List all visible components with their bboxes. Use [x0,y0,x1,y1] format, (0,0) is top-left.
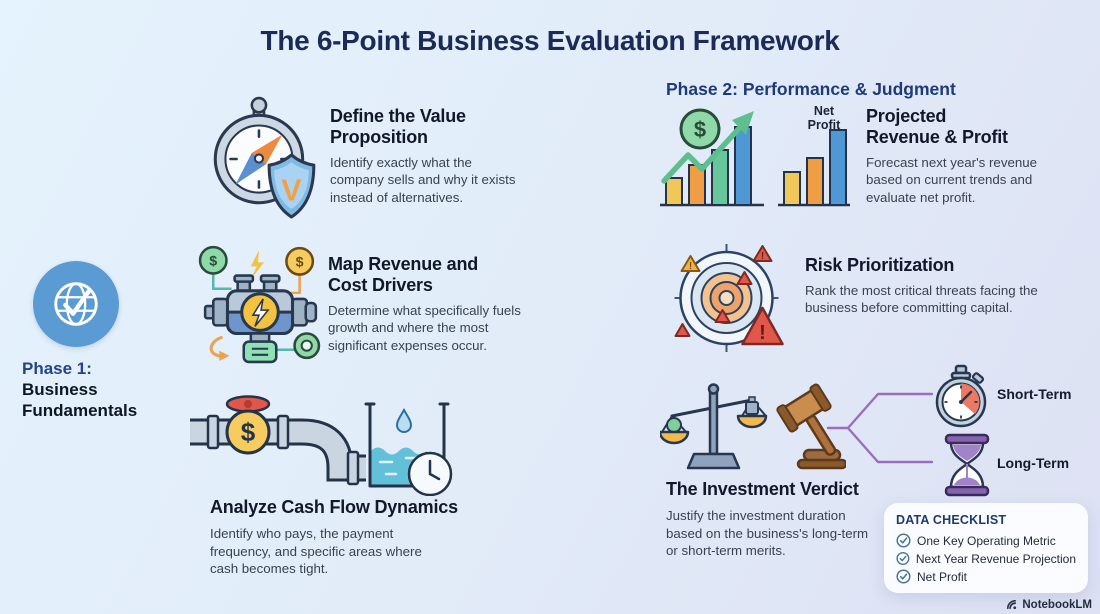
item-desc-cash-flow: Identify who pays, the payment frequency… [210,526,422,577]
checklist-item: One Key Operating Metric [896,533,1076,548]
long-term-label: Long-Term [997,455,1070,471]
exclamation-glyph: ! [759,322,766,344]
checklist-item-label: Net Profit [917,569,968,584]
item-revenue-cost-drivers: Map Revenue and Cost Drivers Determine w… [328,254,543,354]
notebooklm-label: NotebookLM [1022,598,1092,611]
net-profit-chart-label: Net Profit [807,104,841,132]
checklist-item-label: Next Year Revenue Projection [915,551,1076,566]
item-projected-revenue: Projected Revenue & Profit Forecast next… [866,106,1061,206]
globe-check-icon [54,282,98,326]
notebooklm-logo-icon [1007,599,1017,610]
check-circle-icon [896,551,910,566]
risk-target-icon: ! ! ! [674,244,784,352]
item-title-cash-flow: Analyze Cash Flow Dynamics [210,497,458,517]
item-title: Risk Prioritization [805,255,955,275]
revenue-engine-icon: $ $ [198,245,321,364]
notebooklm-watermark: NotebookLM [1005,598,1092,611]
item-desc-investment-verdict: Justify the investment duration based on… [666,508,869,559]
item-title: Define the Value Proposition [330,106,466,147]
exclamation-glyph: ! [689,261,692,272]
item-title: Map Revenue and Cost Drivers [328,254,479,295]
phase1-label: Phase 1: Business Fundamentals [22,358,182,421]
item-desc: Determine what specifically fuels growth… [328,302,521,353]
data-checklist-card: DATA CHECKLIST One Key Operating Metric … [884,503,1088,593]
phase1-number: Phase 1: [22,359,92,378]
checklist-item: Next Year Revenue Projection [896,551,1076,566]
item-value-proposition: Define the Value Proposition Identify ex… [330,106,535,206]
item-desc: Forecast next year's revenue based on cu… [866,154,1038,205]
dollar-glyph: $ [241,417,256,447]
exclamation-glyph: ! [761,251,764,262]
item-title: Projected Revenue & Profit [866,106,1008,147]
item-desc: Identify exactly what the company sells … [330,154,516,205]
compass-shield-icon: V [213,96,316,219]
short-term-label: Short-Term [997,386,1072,402]
dollar-glyph: $ [296,254,304,270]
phase1-title: Business Fundamentals [22,380,138,421]
phase2-header: Phase 2: Performance & Judgment [666,79,956,99]
branch-connector [826,392,934,464]
item-title-investment-verdict: The Investment Verdict [666,479,859,499]
scales-gavel-icon [660,383,846,470]
item-desc: Rank the most critical threats facing th… [805,282,1038,316]
checklist-title: DATA CHECKLIST [896,513,1007,527]
checklist-item: Net Profit [896,569,1076,584]
check-circle-icon [896,533,911,548]
check-circle-icon [896,569,911,584]
cash-flow-pipes-icon: $ [190,395,453,496]
dollar-glyph: $ [694,117,706,142]
checklist-item-label: One Key Operating Metric [917,533,1056,548]
shield-letter: V [281,174,302,208]
revenue-bar-charts-icon: $ [660,108,850,207]
page-title: The 6-Point Business Evaluation Framewor… [260,25,840,56]
item-risk-prioritization: Risk Prioritization Rank the most critic… [805,255,1045,317]
hourglass-icon [944,433,990,497]
phase1-circle [33,261,119,347]
dollar-glyph: $ [209,253,217,269]
stopwatch-icon [935,364,987,428]
